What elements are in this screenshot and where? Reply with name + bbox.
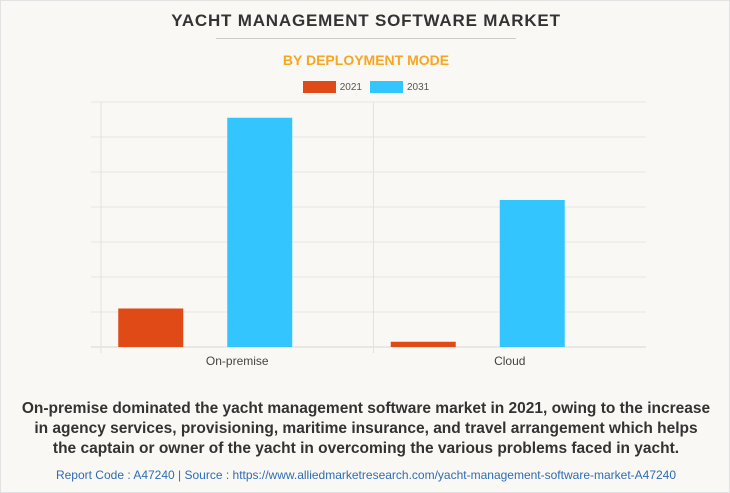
bar-chart: On-premise Cloud [91, 101, 646, 368]
legend-swatch [370, 81, 403, 93]
bar-2031-on-premise [227, 117, 293, 347]
legend-item-2031[interactable]: 2031 [370, 81, 429, 93]
x-tick-label: Cloud [494, 354, 525, 368]
bar-2021-on-premise [118, 308, 184, 347]
chart-subtitle: BY DEPLOYMENT MODE [282, 52, 450, 68]
source-footer[interactable]: Report Code : A47240 | Source : https://… [55, 468, 677, 482]
chart-caption: On-premise dominated the yacht managemen… [21, 400, 711, 457]
legend-swatch [302, 81, 336, 93]
title-divider [216, 38, 516, 39]
legend-label: 2031 [407, 81, 430, 93]
chart-title: YACHT MANAGEMENT SOFTWARE MARKET [171, 11, 561, 30]
legend-label: 2021 [339, 81, 362, 93]
bar-2031-cloud [499, 200, 565, 347]
bar-2021-cloud [390, 341, 456, 347]
legend: 2021 2031 [1, 81, 730, 93]
x-tick-label: On-premise [206, 354, 269, 368]
legend-item-2021[interactable]: 2021 [302, 81, 362, 93]
